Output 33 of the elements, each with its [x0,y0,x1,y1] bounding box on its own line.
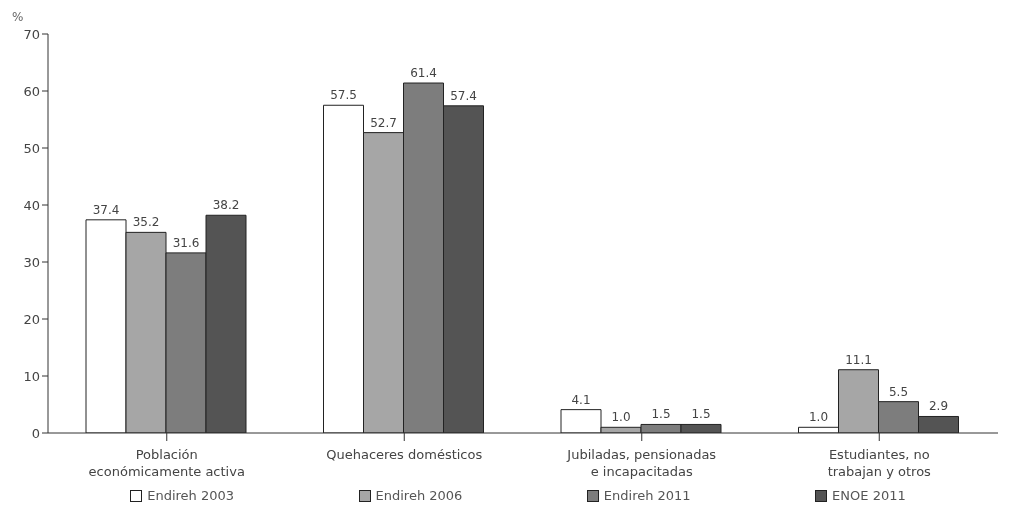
x-tick-label: Población económicamente activa [88,447,245,479]
data-label: 1.0 [808,410,829,425]
data-label: 37.4 [92,202,120,217]
legend-label: ENOE 2011 [831,488,906,503]
y-axis-title: % [12,10,24,24]
data-label: 5.5 [888,384,909,399]
legend-label: Endireh 2011 [602,488,691,503]
y-tick-label: 30 [23,254,40,270]
y-tick-label: 0 [31,425,40,441]
data-label: 2.9 [928,399,949,414]
x-tick-label: Estudiantes, no trabajan y otros [827,447,932,479]
y-tick-label: 70 [23,26,40,42]
data-label: 35.2 [132,215,160,230]
y-tick-label: 40 [23,197,40,213]
y-tick-label: 20 [23,311,40,327]
legend-label: Endireh 2006 [374,488,463,503]
y-tick-label: 50 [23,140,40,156]
data-label: 1.0 [611,410,631,425]
legend-label: Endireh 2003 [146,488,235,503]
data-label: 57.5 [330,88,357,103]
data-label: 38.2 [212,198,240,213]
y-tick-label: 10 [23,368,40,384]
y-tick-label: 60 [23,83,40,99]
data-label: 11.1 [845,352,872,367]
data-label: 61.4 [410,66,437,81]
x-tick-label: Jubiladas, pensionadas e incapacitadas [566,447,717,479]
data-label: 1.5 [651,407,671,422]
data-label: 31.6 [172,235,200,250]
data-label: 52.7 [370,115,397,130]
data-label: 4.1 [571,392,591,407]
data-label: 57.4 [450,88,477,103]
x-tick-label: Quehaceres domésticos [326,447,483,462]
data-label: 1.5 [691,407,711,422]
